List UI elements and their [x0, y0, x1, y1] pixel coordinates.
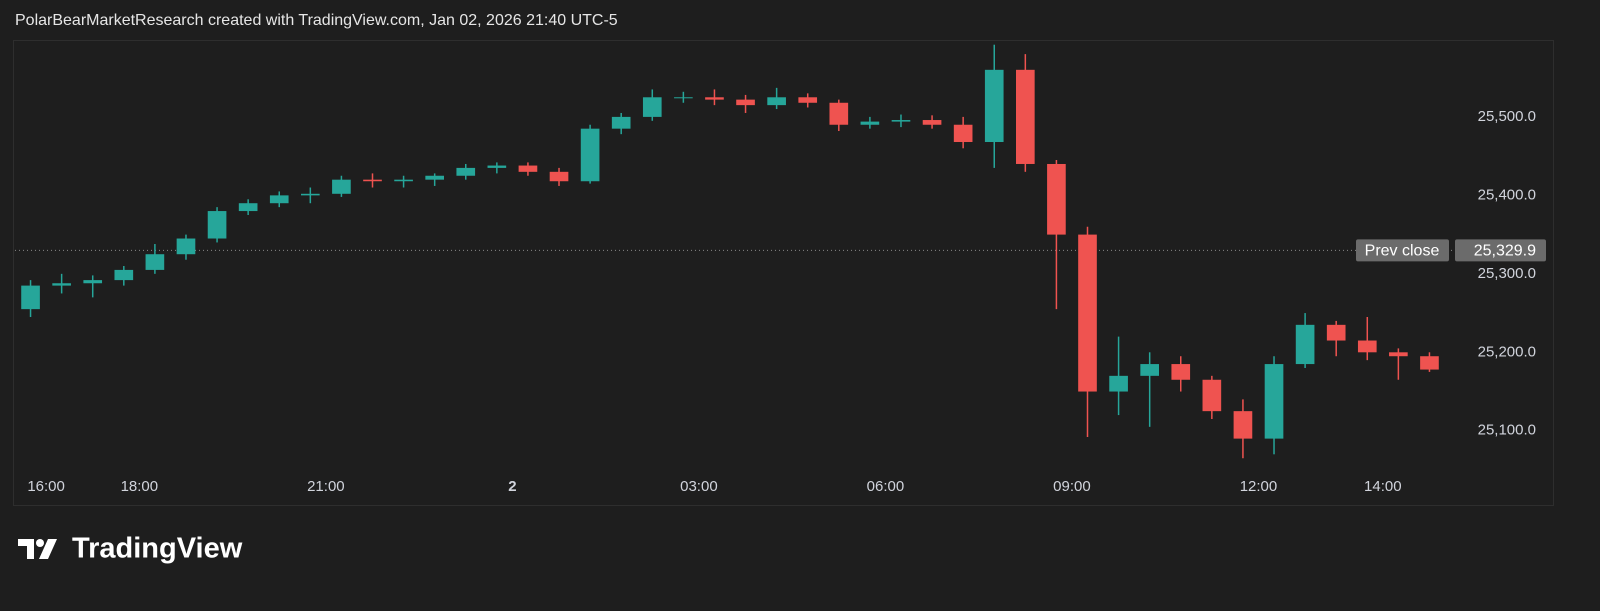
candle-body: [1264, 364, 1284, 439]
candle-body: [394, 179, 413, 182]
candle-body: [1326, 324, 1346, 341]
candle-body: [736, 99, 755, 106]
candle-body: [425, 175, 444, 180]
candle-body: [518, 165, 538, 172]
candle-body: [1202, 379, 1222, 412]
candle-body: [860, 121, 880, 125]
candle-body: [580, 128, 600, 182]
candle-body: [1420, 356, 1439, 370]
candle-body: [487, 165, 507, 168]
candle-body: [207, 211, 227, 239]
candle-body: [301, 193, 320, 196]
candle-body: [145, 254, 165, 270]
candle-body: [1047, 163, 1066, 235]
x-tick-label: 06:00: [867, 478, 905, 495]
candle-body: [1233, 411, 1253, 439]
prev-close-value-badge: [1455, 239, 1546, 262]
y-tick-label: 25,200.0: [1478, 343, 1536, 360]
candle-body: [1016, 69, 1035, 164]
y-tick-label: 25,500.0: [1478, 108, 1536, 125]
candle-body: [114, 269, 134, 281]
candle-body: [83, 280, 103, 284]
candle-body: [1357, 340, 1377, 353]
candle-body: [456, 167, 476, 176]
candle-body: [829, 102, 849, 125]
brand-name: TradingView: [72, 533, 243, 565]
candle-body: [21, 285, 40, 310]
candle-body: [332, 179, 351, 194]
prev-close-value: 25,329.9: [1474, 243, 1536, 260]
candle-body: [1389, 352, 1408, 357]
candle-body: [642, 97, 662, 117]
candle-body: [891, 120, 911, 122]
x-tick-label: 18:00: [121, 478, 159, 495]
prev-close-badge: [1356, 239, 1449, 262]
logo-mark: [18, 539, 34, 559]
logo-mark: [39, 539, 57, 559]
candle-body: [549, 171, 569, 182]
candle-body: [611, 116, 631, 129]
chart-frame: [13, 40, 1554, 506]
candle-body: [52, 283, 71, 286]
candle-body: [674, 97, 693, 99]
x-tick-label: 03:00: [680, 478, 718, 495]
x-tick-label: 14:00: [1364, 478, 1402, 495]
candle-body: [1140, 364, 1159, 376]
y-tick-label: 25,400.0: [1478, 186, 1536, 203]
candle-body: [1171, 364, 1191, 380]
candle-body: [798, 97, 818, 103]
candle-body: [767, 97, 786, 106]
candle-body: [238, 203, 258, 212]
prev-close-label: Prev close: [1365, 243, 1440, 260]
y-tick-label: 25,100.0: [1478, 422, 1536, 439]
candle-body: [705, 97, 724, 100]
candle-body: [1078, 234, 1097, 392]
x-tick-label: 09:00: [1053, 478, 1091, 495]
candle-body: [1109, 375, 1128, 392]
logo-mark: [36, 539, 44, 547]
candle-body: [953, 124, 973, 143]
candle-body: [1295, 324, 1315, 365]
x-tick-label: 16:00: [27, 478, 65, 495]
y-tick-label: 25,300.0: [1478, 265, 1536, 282]
candle-body: [363, 179, 382, 182]
brand-logo: [18, 539, 57, 559]
x-tick-label: 2: [508, 478, 516, 495]
candle-body: [984, 69, 1004, 143]
x-tick-label: 12:00: [1240, 478, 1278, 495]
candle-body: [922, 120, 942, 125]
x-tick-label: 21:00: [307, 478, 345, 495]
candle-body: [269, 195, 289, 204]
header-title: PolarBearMarketResearch created with Tra…: [15, 12, 618, 29]
candle-body: [176, 238, 196, 255]
